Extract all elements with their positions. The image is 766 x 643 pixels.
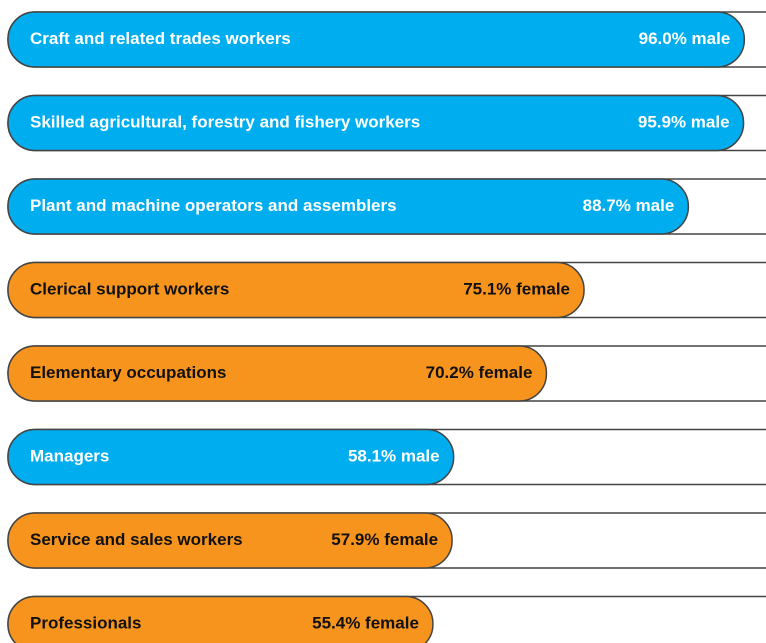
category-label: Service and sales workers bbox=[30, 530, 243, 549]
bar bbox=[7, 94, 745, 152]
bar bbox=[7, 11, 746, 68]
bar bbox=[7, 512, 453, 569]
value-label: 96.0% male bbox=[639, 29, 731, 48]
value-label: 75.1% female bbox=[463, 279, 570, 298]
category-label: Elementary occupations bbox=[30, 363, 227, 382]
value-label: 58.1% male bbox=[348, 446, 440, 465]
category-label: Clerical support workers bbox=[30, 279, 229, 298]
bar bbox=[7, 178, 690, 235]
bar bbox=[7, 345, 548, 402]
value-label: 95.9% male bbox=[638, 112, 730, 131]
category-label: Managers bbox=[30, 446, 109, 465]
category-label: Skilled agricultural, forestry and fishe… bbox=[30, 112, 420, 131]
bar bbox=[7, 595, 434, 643]
value-label: 55.4% female bbox=[312, 613, 419, 632]
category-label: Professionals bbox=[30, 613, 142, 632]
value-label: 57.9% female bbox=[331, 530, 438, 549]
bar bbox=[7, 261, 585, 319]
value-label: 88.7% male bbox=[583, 196, 675, 215]
bar bbox=[7, 428, 455, 486]
category-label: Craft and related trades workers bbox=[30, 29, 291, 48]
value-label: 70.2% female bbox=[426, 363, 533, 382]
category-label: Plant and machine operators and assemble… bbox=[30, 196, 397, 215]
